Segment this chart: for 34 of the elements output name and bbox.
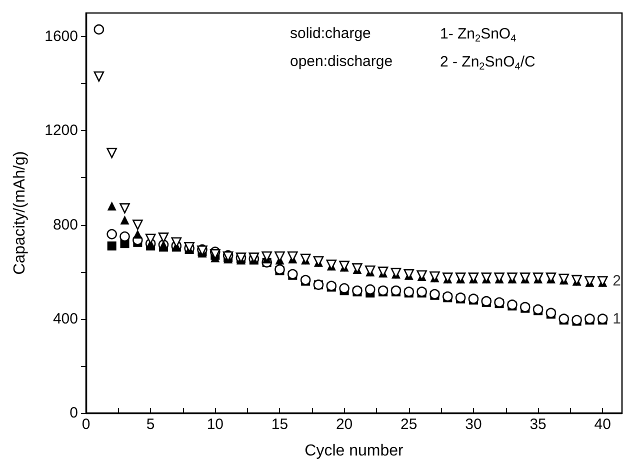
x-tick-label: 15	[271, 416, 288, 433]
x-tick-label: 5	[146, 416, 155, 433]
point	[94, 71, 104, 82]
point	[339, 283, 350, 294]
x-tick-label: 10	[206, 416, 224, 433]
y-axis-title: Capacity/(mAh/g)	[12, 151, 28, 275]
x-axis-title: Cycle number	[304, 442, 404, 460]
point	[120, 216, 130, 225]
point	[106, 229, 117, 240]
point	[106, 148, 117, 158]
point	[132, 220, 143, 230]
point	[94, 24, 104, 35]
point	[120, 203, 130, 214]
point	[107, 201, 116, 210]
y-tick-label: 800	[52, 216, 78, 234]
x-tick-label: 30	[465, 416, 482, 433]
y-tick-label: 1200	[44, 122, 78, 140]
y-tick-label: 1600	[44, 28, 78, 46]
annotation: 1	[612, 310, 621, 328]
y-tick-label: 400	[52, 310, 78, 328]
point	[365, 284, 376, 295]
point	[133, 230, 142, 239]
annotation: solid:charge	[290, 25, 371, 42]
point	[158, 232, 169, 243]
annotation: open:discharge	[290, 53, 393, 70]
point	[120, 231, 130, 242]
x-tick-label: 25	[400, 416, 418, 433]
point	[107, 241, 116, 250]
y-tick-label: 0	[70, 404, 78, 422]
x-tick-label: 20	[336, 416, 353, 433]
annotation: 2	[612, 272, 621, 290]
x-tick-label: 0	[82, 416, 90, 433]
x-tick-label: 40	[594, 416, 611, 433]
x-tick-label: 35	[530, 416, 546, 433]
